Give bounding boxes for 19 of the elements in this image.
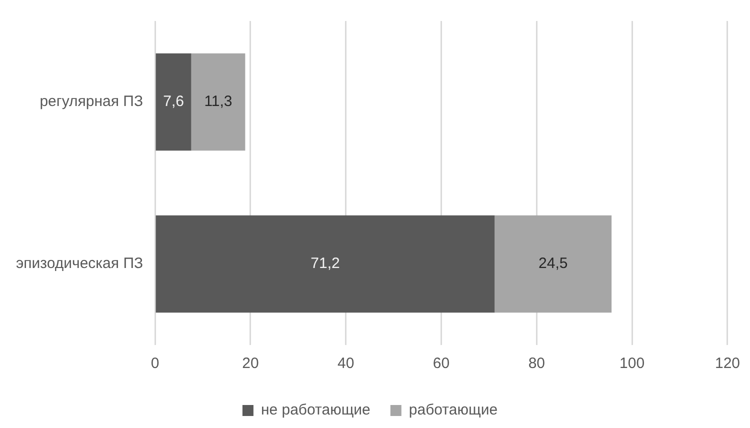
legend-label: работающие xyxy=(408,402,498,419)
x-tick-label: 40 xyxy=(338,355,354,372)
x-tick-label: 60 xyxy=(432,355,450,372)
y-tick-label: регулярная ПЗ xyxy=(40,93,144,110)
bar xyxy=(191,53,246,151)
legend-label: не работающие xyxy=(260,402,370,419)
bar xyxy=(156,215,495,313)
x-tick-label: 20 xyxy=(242,355,259,372)
data-label: 11,3 xyxy=(204,93,232,110)
x-tick-label: 0 xyxy=(150,355,160,372)
data-label: 71,2 xyxy=(310,255,340,272)
x-tick-label: 100 xyxy=(620,355,645,372)
x-tick-label: 80 xyxy=(528,355,546,372)
y-tick-label: эпизодическая ПЗ xyxy=(16,255,144,272)
bar xyxy=(494,215,612,313)
bar xyxy=(156,53,192,151)
data-label: 24,5 xyxy=(538,255,568,272)
data-label: 7,6 xyxy=(163,93,184,110)
x-tick-label: 120 xyxy=(714,355,740,372)
